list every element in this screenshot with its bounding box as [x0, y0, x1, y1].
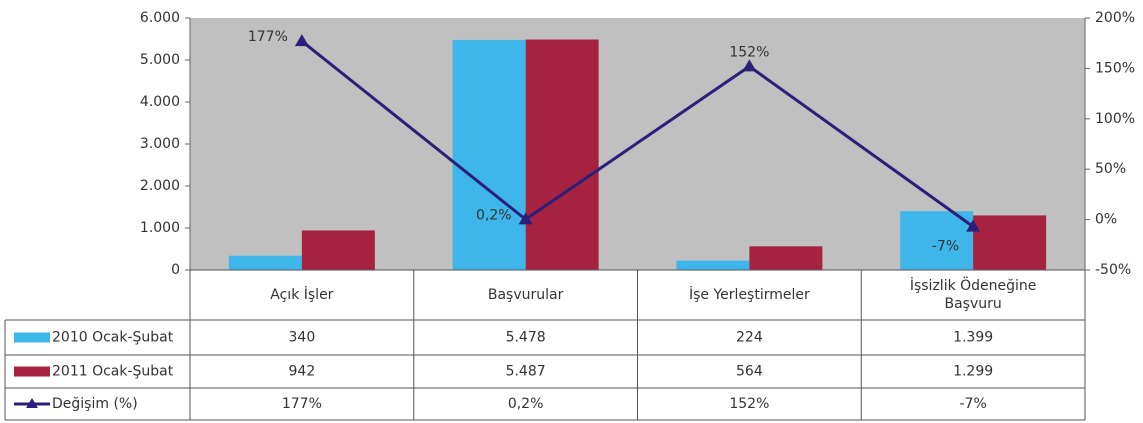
y-tick-label: 3.000: [140, 136, 180, 152]
table-cell: 340: [289, 330, 316, 346]
data-label: 152%: [729, 44, 769, 60]
data-label: 177%: [248, 29, 288, 45]
table-cell: 0,2%: [508, 396, 544, 412]
y2-tick-label: 200%: [1095, 10, 1135, 26]
marker: [518, 212, 533, 225]
bar: [749, 246, 823, 270]
x-tick-label: Açık İşler: [270, 287, 334, 303]
y2-tick-label: 150%: [1095, 60, 1135, 76]
table-cell: 5.478: [506, 330, 546, 346]
data-label: -7%: [932, 239, 959, 255]
table-cell: 224: [736, 330, 763, 346]
legend-label: 2010 Ocak-Şubat: [52, 330, 174, 346]
bar: [676, 260, 750, 270]
table-cell: 564: [736, 364, 763, 380]
bar: [228, 255, 302, 270]
legend-marker: [26, 398, 38, 408]
bar: [525, 39, 599, 270]
table-cell: 152%: [729, 396, 769, 412]
y-tick-label: 4.000: [140, 94, 180, 110]
bar: [452, 39, 526, 271]
y-tick-label: 2.000: [140, 178, 180, 194]
table-cell: 1.399: [953, 330, 993, 346]
legend-label: Değişim (%): [52, 396, 138, 412]
table-cell: -7%: [959, 396, 986, 412]
legend-label: 2011 Ocak-Şubat: [52, 364, 174, 380]
table-cell: 1.299: [953, 364, 993, 380]
marker: [742, 59, 757, 72]
line: [300, 40, 974, 228]
bar: [900, 211, 974, 270]
y2-tick-label: -50%: [1095, 262, 1131, 278]
marker: [966, 219, 981, 232]
table-cell: 942: [289, 364, 316, 380]
table-cell: 177%: [282, 396, 322, 412]
bar: [973, 215, 1047, 270]
legend-swatch: [14, 366, 50, 377]
table-cell: 5.487: [506, 364, 546, 380]
y-tick-label: 1.000: [140, 220, 180, 236]
y2-tick-label: 50%: [1095, 161, 1126, 177]
legend-swatch: [14, 332, 50, 343]
bar: [301, 230, 375, 270]
x-tick-label: İşe Yerleştirmeler: [689, 287, 810, 303]
marker: [294, 34, 309, 47]
x-tick-label: İşsizlik Ödeneğine Başvuru: [909, 278, 1037, 312]
y-tick-label: 5.000: [140, 52, 180, 68]
x-tick-label: Başvurular: [487, 287, 564, 303]
y-tick-label: 6.000: [140, 10, 180, 26]
y2-tick-label: 100%: [1095, 111, 1135, 127]
y-tick-label: 0: [171, 262, 180, 278]
y2-tick-label: 0%: [1095, 212, 1117, 228]
data-label: 0,2%: [476, 207, 512, 223]
